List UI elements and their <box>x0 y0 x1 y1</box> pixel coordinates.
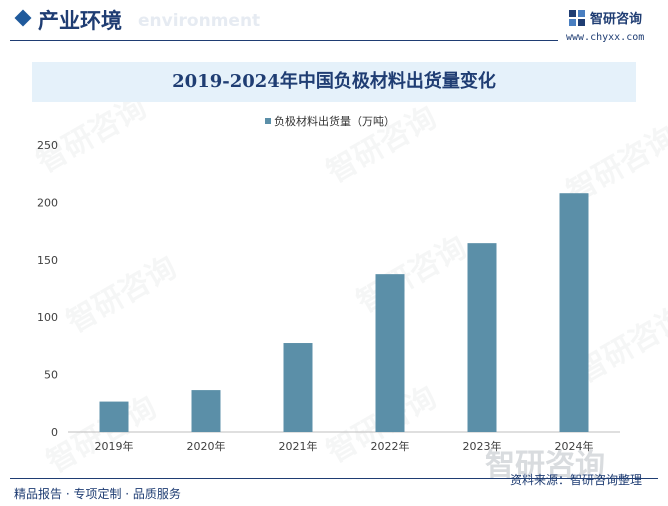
x-tick-label: 2021年 <box>279 439 318 453</box>
x-tick-label: 2022年 <box>371 439 410 453</box>
y-tick-label: 200 <box>37 196 58 209</box>
footer-source: 资料来源：智研咨询整理 <box>510 473 643 487</box>
bar-2020年 <box>191 390 221 432</box>
bar-2024年 <box>559 193 589 432</box>
x-tick-label: 2023年 <box>463 439 502 453</box>
brand-logo: 智研咨询 <box>568 8 642 27</box>
y-tick-label: 50 <box>44 369 58 382</box>
bar-2019年 <box>99 401 129 432</box>
bar-2022年 <box>375 274 405 432</box>
site-url: www.chyxx.com <box>566 32 645 43</box>
header: environment 产业环境 智研咨询 www.chyxx.com <box>0 0 668 44</box>
brand-name: 智研咨询 <box>590 12 643 27</box>
x-tick-label: 2019年 <box>95 439 134 453</box>
y-tick-label: 100 <box>37 311 58 324</box>
x-tick-label: 2020年 <box>187 439 226 453</box>
header-divider <box>10 40 558 41</box>
x-tick-label: 2024年 <box>555 439 594 453</box>
footer-divider <box>10 478 658 479</box>
bar-2021年 <box>283 343 313 432</box>
y-tick-label: 250 <box>37 139 58 152</box>
brand-watermark: 智研咨询 <box>485 448 605 483</box>
chart-title: 2019-2024年中国负极材料出货量变化 <box>172 71 496 92</box>
y-tick-label: 0 <box>51 426 58 439</box>
section-title: 产业环境 <box>38 9 122 33</box>
y-tick-label: 150 <box>37 254 58 267</box>
brand-logo-icon <box>569 9 585 26</box>
bar-2023年 <box>467 243 497 432</box>
section-ghost-text: environment <box>138 11 261 31</box>
title-band <box>32 62 636 102</box>
legend-swatch <box>265 118 271 124</box>
footer-slogan: 精品报告 · 专项定制 · 品质服务 <box>14 487 181 501</box>
legend: 负极材料出货量（万吨） <box>265 113 395 129</box>
legend-label: 负极材料出货量（万吨） <box>274 115 395 128</box>
